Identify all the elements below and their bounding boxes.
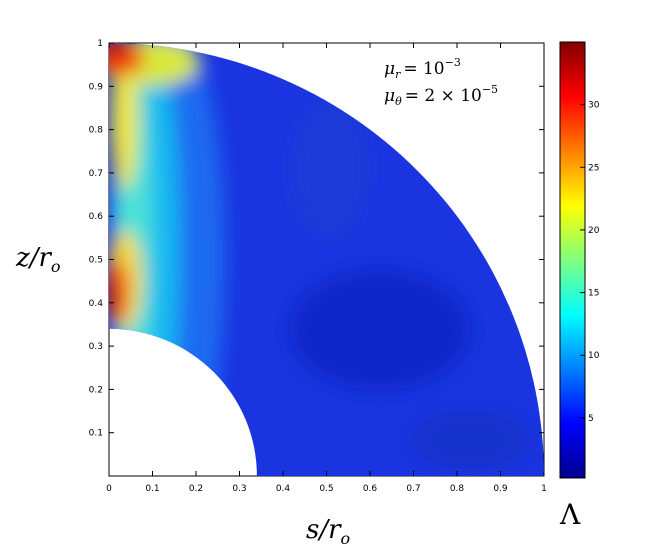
annotation-mu-r: μr = 10−3 bbox=[384, 56, 461, 81]
x-tick-label: 0.7 bbox=[406, 484, 420, 494]
colorbar-tick-label: 25 bbox=[588, 163, 599, 173]
x-axis-title: s/ro bbox=[306, 515, 350, 548]
x-tick-label: 0.5 bbox=[319, 484, 333, 494]
x-tick-label: 0.4 bbox=[276, 484, 291, 494]
field-blob bbox=[290, 100, 370, 240]
y-tick-label: 0.2 bbox=[89, 385, 103, 395]
field-blob bbox=[109, 43, 128, 56]
annotation-mu-theta: μθ = 2 × 10−5 bbox=[384, 83, 498, 108]
colorbar bbox=[559, 41, 586, 479]
colorbar-ticks: 5 10 15 20 25 30 bbox=[580, 101, 600, 424]
x-tick-label: 0.1 bbox=[145, 484, 159, 494]
colorbar-tick-label: 10 bbox=[588, 351, 600, 361]
x-tick-label: 0.8 bbox=[450, 484, 465, 494]
colorbar-tick-label: 15 bbox=[588, 289, 599, 299]
field-blob bbox=[109, 282, 118, 318]
y-tick-label: 0.6 bbox=[89, 212, 104, 222]
y-tick-label: 1 bbox=[97, 39, 103, 49]
field-blob bbox=[110, 50, 138, 190]
field-blob bbox=[109, 43, 144, 76]
y-tick-label: 0.8 bbox=[89, 126, 104, 136]
field-blob bbox=[410, 410, 530, 470]
y-tick-label: 0.1 bbox=[89, 429, 103, 439]
x-tick-label: 0.6 bbox=[363, 484, 378, 494]
x-tick-label: 0.3 bbox=[232, 484, 246, 494]
y-axis-title: z/ro bbox=[15, 243, 61, 276]
y-tick-label: 0.3 bbox=[89, 342, 103, 352]
y-axis-ticks: 0.1 0.2 0.3 0.4 0.5 0.6 0.7 0.8 0.9 1 bbox=[89, 39, 544, 439]
x-tick-label: 0.2 bbox=[189, 484, 203, 494]
colorbar-tick-label: 20 bbox=[588, 226, 600, 236]
y-tick-label: 0.4 bbox=[89, 299, 104, 309]
x-tick-label: 0 bbox=[106, 484, 112, 494]
x-tick-label: 0.9 bbox=[493, 484, 508, 494]
colorbar-tick-label: 5 bbox=[588, 414, 594, 424]
x-axis-ticks: 0 0.1 0.2 0.3 0.4 0.5 0.6 0.7 0.8 0.9 1 bbox=[106, 43, 547, 494]
y-tick-label: 0.5 bbox=[89, 256, 103, 266]
y-tick-label: 0.9 bbox=[89, 82, 104, 92]
field-blob bbox=[290, 270, 470, 390]
x-tick-label: 1 bbox=[541, 484, 547, 494]
colorbar-tick-label: 30 bbox=[588, 101, 600, 111]
y-tick-label: 0.7 bbox=[89, 169, 103, 179]
colorbar-title: Λ bbox=[559, 498, 581, 531]
